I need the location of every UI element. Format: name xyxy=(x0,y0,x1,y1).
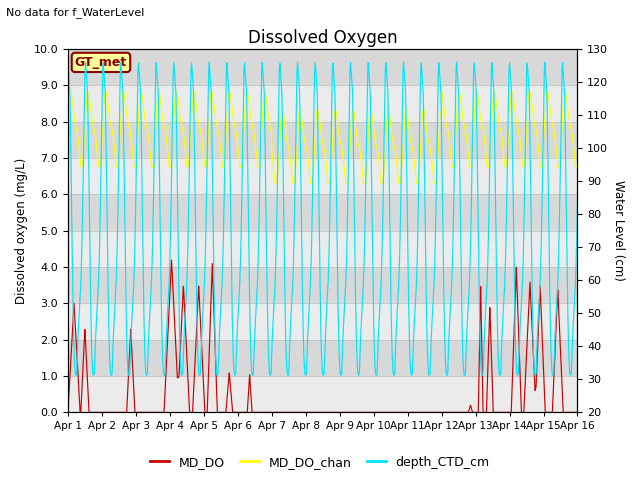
Bar xyxy=(68,340,577,376)
Legend: MD_DO, MD_DO_chan, depth_CTD_cm: MD_DO, MD_DO_chan, depth_CTD_cm xyxy=(145,451,495,474)
Text: GT_met: GT_met xyxy=(75,56,127,69)
Y-axis label: Dissolved oxygen (mg/L): Dissolved oxygen (mg/L) xyxy=(15,157,28,304)
Bar xyxy=(68,49,577,85)
Bar xyxy=(68,194,577,231)
Y-axis label: Water Level (cm): Water Level (cm) xyxy=(612,180,625,281)
Bar xyxy=(68,121,577,158)
Bar xyxy=(68,267,577,303)
Title: Dissolved Oxygen: Dissolved Oxygen xyxy=(248,29,397,48)
Text: No data for f_WaterLevel: No data for f_WaterLevel xyxy=(6,7,145,18)
